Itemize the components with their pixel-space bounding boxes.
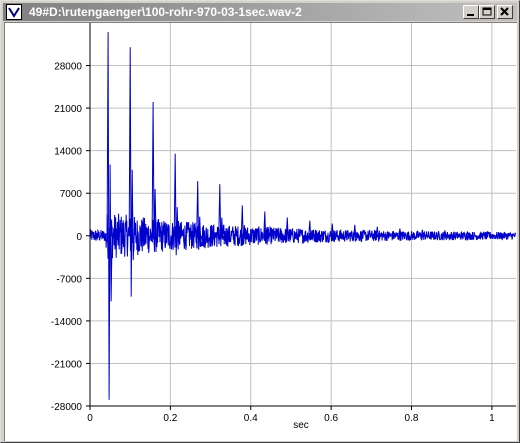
- title-bar[interactable]: 49#D:\rutengaenger\100-rohr-970-03-1sec.…: [3, 3, 517, 21]
- close-icon: [500, 7, 509, 16]
- x-axis-ticks: 0 0.2 0.4 0.6 0.8 1: [87, 406, 495, 424]
- signal-spike: [353, 224, 360, 239]
- y-tick-label: 14000: [54, 147, 82, 158]
- signal-spike: [285, 217, 292, 242]
- signal-spike: [106, 32, 113, 400]
- close-button[interactable]: [497, 5, 513, 19]
- waveform-app-icon[interactable]: [6, 4, 22, 20]
- signal-spike: [398, 228, 405, 238]
- y-axis-ticks: 28000 21000 14000 7000 0 -7000 -14000 -21000 -28…: [51, 62, 90, 413]
- minimize-button[interactable]: [463, 5, 479, 19]
- y-tick-label: -21000: [51, 359, 83, 370]
- signal-spike: [420, 229, 427, 238]
- signal-spike: [240, 205, 247, 245]
- y-tick-label: 0: [76, 232, 82, 243]
- signal-spike: [196, 181, 203, 250]
- x-tick-label: 0.2: [163, 413, 177, 424]
- axes: [89, 23, 516, 407]
- maximize-icon: [482, 7, 492, 16]
- plot-area[interactable]: 28000 21000 14000 7000 0 -7000 -14000 -21000 -28…: [4, 22, 517, 441]
- y-tick-label: 7000: [60, 189, 83, 200]
- y-tick-label: 28000: [54, 62, 82, 73]
- x-tick-label: 0.8: [405, 413, 419, 424]
- signal-spike: [218, 184, 225, 247]
- maximize-button[interactable]: [479, 5, 495, 19]
- y-tick-label: 21000: [54, 104, 82, 115]
- x-axis-label: sec: [293, 420, 309, 431]
- waveform-chart: 28000 21000 14000 7000 0 -7000 -14000 -21000 -28…: [51, 23, 517, 431]
- signal-spike: [375, 226, 382, 238]
- x-tick-label: 1: [489, 413, 495, 424]
- minimize-icon: [467, 14, 474, 16]
- signal-spike: [151, 101, 158, 245]
- window-title: 49#D:\rutengaenger\100-rohr-970-03-1sec.…: [29, 5, 302, 19]
- signal-spike: [128, 47, 135, 297]
- signal-spike: [488, 231, 495, 238]
- signal-spike: [443, 230, 450, 238]
- y-tick-label: -7000: [56, 274, 82, 285]
- signal-spike: [263, 211, 270, 244]
- y-tick-label: -28000: [51, 402, 83, 413]
- signal-spike: [330, 223, 337, 239]
- y-tick-label: -14000: [51, 317, 83, 328]
- signal-spike: [465, 231, 472, 239]
- signal-spike: [173, 153, 180, 256]
- x-tick-label: 0: [87, 413, 93, 424]
- signal-series: [89, 32, 517, 400]
- signal-spike: [308, 220, 315, 241]
- x-tick-label: 0.4: [244, 413, 258, 424]
- x-tick-label: 0.6: [324, 413, 338, 424]
